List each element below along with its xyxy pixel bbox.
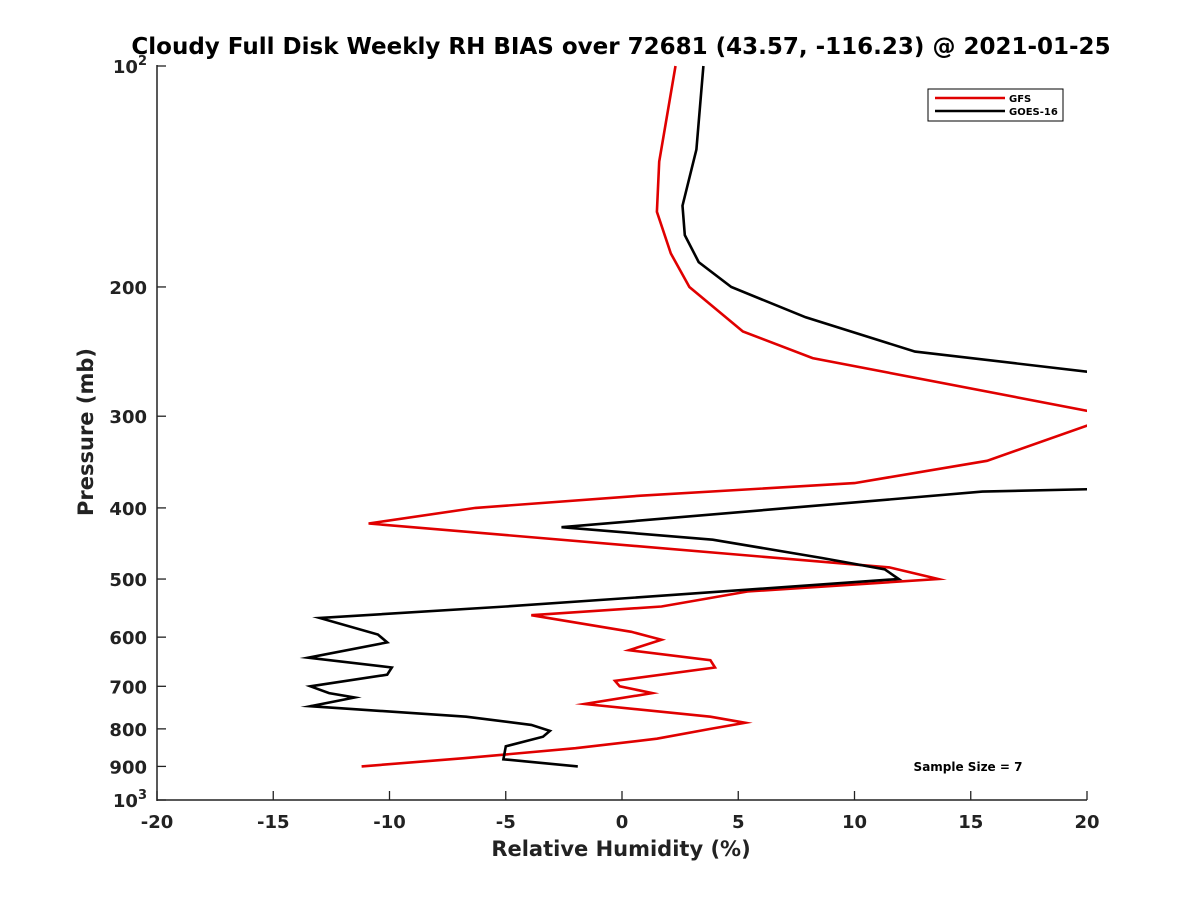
x-ticks: -20 -15 -10 -5 0 5 10 15 20 (141, 791, 1100, 833)
x-tick-label: -10 (373, 812, 406, 833)
x-tick-label: -20 (141, 812, 174, 833)
y-tick-exponent: 3 (138, 788, 147, 803)
y-tick-label: 103 (113, 788, 147, 812)
legend-box (927, 88, 1064, 122)
y-axis-label: Pressure (mb) (74, 348, 98, 516)
y-tick-label: 700 (109, 677, 147, 698)
y-tick-label: 200 (109, 278, 147, 299)
x-tick-label: 15 (958, 812, 983, 833)
x-tick-label: 20 (1074, 812, 1099, 833)
legend-label-gfs: GFS (1009, 94, 1031, 105)
x-axis-label: Relative Humidity (%) (491, 837, 750, 861)
y-tick-label: 800 (109, 720, 147, 741)
series-layer (299, 65, 1087, 768)
y-tick-base: 10 (113, 57, 138, 78)
x-tick-label: 5 (732, 812, 745, 833)
x-tick-label: 0 (616, 812, 629, 833)
x-tick-label: 10 (842, 812, 867, 833)
chart-title: Cloudy Full Disk Weekly RH BIAS over 726… (131, 34, 1110, 60)
x-tick-label: -15 (257, 812, 290, 833)
y-tick-label: 600 (109, 628, 147, 649)
sample-size-annotation: Sample Size = 7 (914, 760, 1023, 774)
y-tick-base: 10 (113, 791, 138, 812)
series-line-goes-16 (299, 65, 1087, 768)
legend: GFS GOES-16 (927, 88, 1064, 122)
series-line-gfs (361, 65, 1087, 768)
y-tick-exponent: 2 (138, 54, 147, 69)
y-tick-label: 900 (109, 757, 147, 778)
y-tick-label: 500 (109, 570, 147, 591)
x-tick-label: -5 (496, 812, 516, 833)
y-tick-label: 300 (109, 407, 147, 428)
y-tick-label: 102 (113, 54, 147, 78)
y-tick-label: 400 (109, 499, 147, 520)
legend-label-goes16: GOES-16 (1009, 107, 1058, 118)
